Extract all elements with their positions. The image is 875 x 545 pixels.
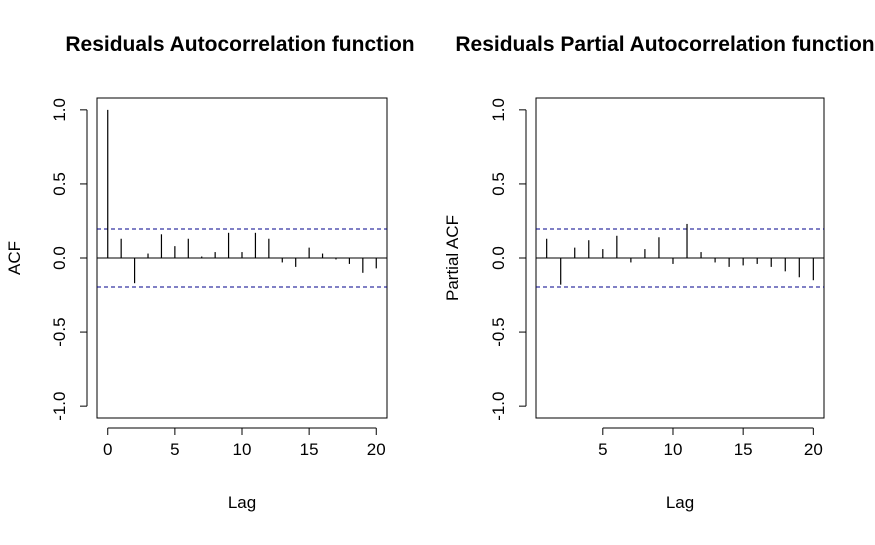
x-axis-label: Lag bbox=[666, 493, 694, 512]
y-tick-label: 0.5 bbox=[50, 172, 69, 196]
chart-title: Residuals Partial Autocorrelation functi… bbox=[455, 33, 874, 56]
x-tick-label: 5 bbox=[598, 440, 607, 459]
acf-panel: 0 5 10 15 20 -1.0 -0.5 0.0 0.5 1.0 Residuals Autoc… bbox=[5, 33, 415, 512]
x-axis-label: Lag bbox=[228, 493, 256, 512]
y-tick-label: -0.5 bbox=[489, 317, 508, 346]
x-tick-label: 15 bbox=[734, 440, 753, 459]
y-tick-label: -0.5 bbox=[50, 317, 69, 346]
y-tick-label: 0.5 bbox=[489, 172, 508, 196]
y-axis-label: ACF bbox=[5, 241, 24, 275]
y-tick-label: -1.0 bbox=[489, 391, 508, 420]
chart-title: Residuals Autocorrelation function bbox=[65, 33, 414, 56]
x-tick-label: 15 bbox=[300, 440, 319, 459]
y-tick-label: 0.0 bbox=[489, 246, 508, 270]
x-tick-label: 20 bbox=[367, 440, 386, 459]
y-tick-label: -1.0 bbox=[50, 391, 69, 420]
y-tick-label: 0.0 bbox=[50, 246, 69, 270]
pacf-panel: 5 10 15 20 -1.0 -0.5 0.0 0.5 1.0 Residuals Partia… bbox=[443, 33, 875, 512]
x-tick-label: 10 bbox=[233, 440, 252, 459]
x-tick-label: 0 bbox=[103, 440, 112, 459]
y-tick-label: 1.0 bbox=[489, 98, 508, 122]
y-tick-label: 1.0 bbox=[50, 98, 69, 122]
y-axis-label: Partial ACF bbox=[443, 215, 462, 301]
x-tick-label: 10 bbox=[664, 440, 683, 459]
x-tick-label: 20 bbox=[804, 440, 823, 459]
x-tick-label: 5 bbox=[170, 440, 179, 459]
